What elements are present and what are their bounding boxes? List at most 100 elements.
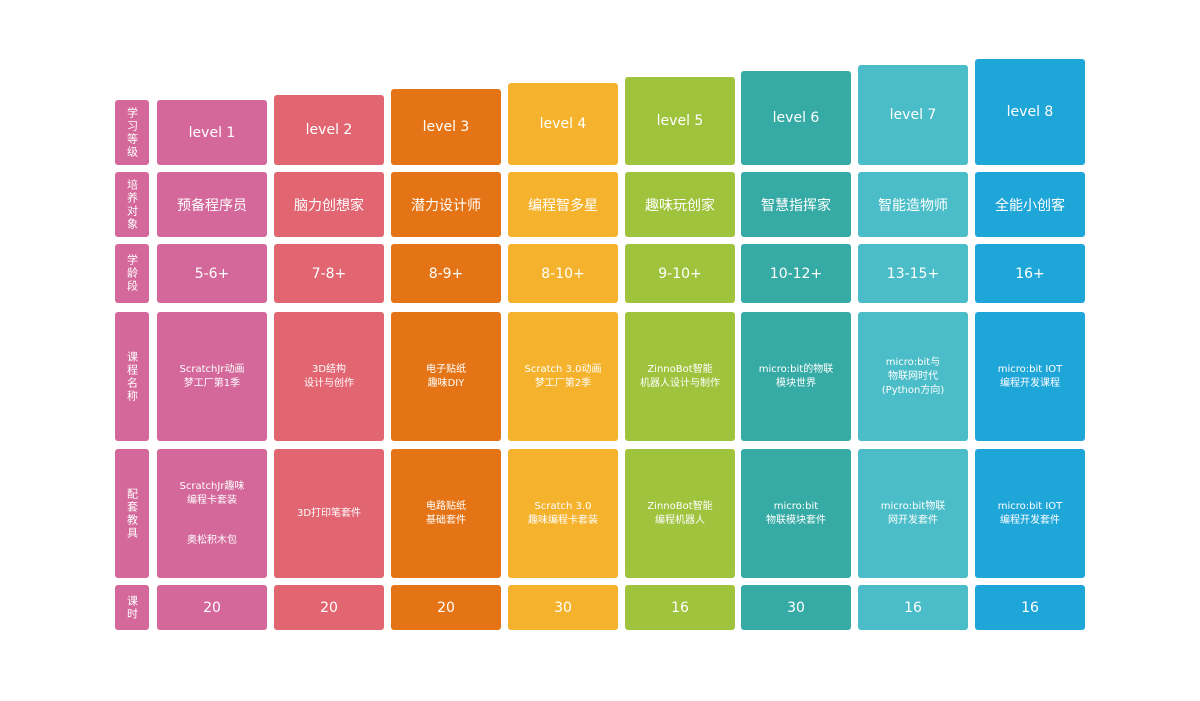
kit-label: 电路贴纸 基础套件 <box>426 500 466 526</box>
level-7-age-cell: 13-15+ <box>858 244 968 303</box>
title-label: 预备程序员 <box>177 197 247 214</box>
level-label: level 2 <box>305 122 353 138</box>
course-label: micro:bit的物联 模块世界 <box>758 363 834 389</box>
level-6-level-cell: level 6 <box>741 71 851 165</box>
level-1-level-cell: level 1 <box>157 100 267 165</box>
hours-label: 20 <box>203 599 221 616</box>
kit-label: micro:bit 物联模块套件 <box>766 500 826 526</box>
level-2-kit-cell: 3D打印笔套件 <box>274 449 384 578</box>
title-label: 智能造物师 <box>878 197 948 214</box>
kit-label: ZinnoBot智能 编程机器人 <box>647 500 713 526</box>
hours-label: 16 <box>671 599 689 616</box>
level-7-level-cell: level 7 <box>858 65 968 165</box>
row-header: 培养对象 <box>115 172 149 237</box>
level-7-kit-cell: micro:bit物联 网开发套件 <box>858 449 968 578</box>
level-3-title-cell: 潜力设计师 <box>391 172 501 237</box>
level-6-age-cell: 10-12+ <box>741 244 851 303</box>
title-label: 趣味玩创家 <box>645 197 715 214</box>
level-3-kit-cell: 电路贴纸 基础套件 <box>391 449 501 578</box>
level-4-kit-cell: Scratch 3.0 趣味编程卡套装 <box>508 449 618 578</box>
kit-label: Scratch 3.0 趣味编程卡套装 <box>528 500 598 526</box>
age-label: 8-9+ <box>428 265 464 282</box>
level-6-hours-cell: 30 <box>741 585 851 630</box>
row-header: 学龄段 <box>115 244 149 303</box>
course-label: Scratch 3.0动画 梦工厂第2季 <box>524 363 602 389</box>
kit-label: micro:bit物联 网开发套件 <box>880 500 946 526</box>
course-label: ZinnoBot智能 机器人设计与制作 <box>640 363 720 389</box>
title-label: 智慧指挥家 <box>761 197 831 214</box>
level-3-hours-cell: 20 <box>391 585 501 630</box>
hours-label: 30 <box>554 599 572 616</box>
row-header-label: 学习等级 <box>125 106 139 159</box>
level-8-age-cell: 16+ <box>975 244 1085 303</box>
level-4-hours-cell: 30 <box>508 585 618 630</box>
level-8-kit-cell: micro:bit IOT 编程开发套件 <box>975 449 1085 578</box>
title-label: 全能小创客 <box>995 197 1065 214</box>
level-3-course-cell: 电子贴纸 趣味DIY <box>391 312 501 441</box>
level-label: level 6 <box>772 110 820 126</box>
level-6-kit-cell: micro:bit 物联模块套件 <box>741 449 851 578</box>
hours-label: 20 <box>437 599 455 616</box>
course-label: ScratchJr动画 梦工厂第1季 <box>179 363 245 389</box>
level-8-course-cell: micro:bit IOT 编程开发课程 <box>975 312 1085 441</box>
level-1-course-cell: ScratchJr动画 梦工厂第1季 <box>157 312 267 441</box>
level-2-age-cell: 7-8+ <box>274 244 384 303</box>
level-4-course-cell: Scratch 3.0动画 梦工厂第2季 <box>508 312 618 441</box>
hours-label: 16 <box>904 599 922 616</box>
row-header: 学习等级 <box>115 100 149 165</box>
row-header-label: 课时 <box>125 594 139 621</box>
level-1-kit-cell: ScratchJr趣味 编程卡套装 奥松积木包 <box>157 449 267 578</box>
age-label: 16+ <box>1015 265 1045 282</box>
level-1-hours-cell: 20 <box>157 585 267 630</box>
level-5-hours-cell: 16 <box>625 585 735 630</box>
title-label: 编程智多星 <box>528 197 598 214</box>
level-6-course-cell: micro:bit的物联 模块世界 <box>741 312 851 441</box>
title-label: 脑力创想家 <box>294 197 364 214</box>
kit-label: micro:bit IOT 编程开发套件 <box>997 500 1063 526</box>
level-label: level 3 <box>422 119 470 135</box>
level-1-title-cell: 预备程序员 <box>157 172 267 237</box>
level-2-title-cell: 脑力创想家 <box>274 172 384 237</box>
level-7-title-cell: 智能造物师 <box>858 172 968 237</box>
level-5-age-cell: 9-10+ <box>625 244 735 303</box>
course-label: 3D结构 设计与创作 <box>304 363 354 389</box>
level-2-hours-cell: 20 <box>274 585 384 630</box>
age-label: 10-12+ <box>769 265 823 282</box>
course-label: micro:bit与 物联网时代 (Python方向) <box>881 356 945 396</box>
level-3-level-cell: level 3 <box>391 89 501 165</box>
row-header-label: 学龄段 <box>125 254 139 293</box>
course-label: 电子贴纸 趣味DIY <box>426 363 466 389</box>
level-2-course-cell: 3D结构 设计与创作 <box>274 312 384 441</box>
row-header-label: 课程名称 <box>125 350 139 403</box>
level-7-course-cell: micro:bit与 物联网时代 (Python方向) <box>858 312 968 441</box>
level-7-hours-cell: 16 <box>858 585 968 630</box>
row-header-label: 培养对象 <box>125 178 139 231</box>
row-header: 课程名称 <box>115 312 149 441</box>
age-label: 8-10+ <box>541 265 585 282</box>
row-header-label: 配套教具 <box>125 487 139 540</box>
title-label: 潜力设计师 <box>411 197 481 214</box>
level-2-level-cell: level 2 <box>274 95 384 165</box>
level-5-kit-cell: ZinnoBot智能 编程机器人 <box>625 449 735 578</box>
level-label: level 8 <box>1006 104 1054 120</box>
level-6-title-cell: 智慧指挥家 <box>741 172 851 237</box>
age-label: 7-8+ <box>311 265 347 282</box>
kit-label: 3D打印笔套件 <box>296 507 362 519</box>
level-label: level 1 <box>188 124 236 141</box>
age-label: 5-6+ <box>194 265 230 282</box>
level-8-level-cell: level 8 <box>975 59 1085 165</box>
hours-label: 20 <box>320 599 338 616</box>
kit-label: ScratchJr趣味 编程卡套装 <box>179 480 245 506</box>
hours-label: 30 <box>787 599 805 616</box>
level-5-course-cell: ZinnoBot智能 机器人设计与制作 <box>625 312 735 441</box>
level-1-age-cell: 5-6+ <box>157 244 267 303</box>
age-label: 9-10+ <box>658 265 702 282</box>
level-label: level 5 <box>656 113 704 129</box>
level-5-title-cell: 趣味玩创家 <box>625 172 735 237</box>
level-label: level 7 <box>889 107 937 123</box>
row-header: 课时 <box>115 585 149 630</box>
level-4-title-cell: 编程智多星 <box>508 172 618 237</box>
row-header: 配套教具 <box>115 449 149 578</box>
course-label: micro:bit IOT 编程开发课程 <box>997 363 1063 389</box>
